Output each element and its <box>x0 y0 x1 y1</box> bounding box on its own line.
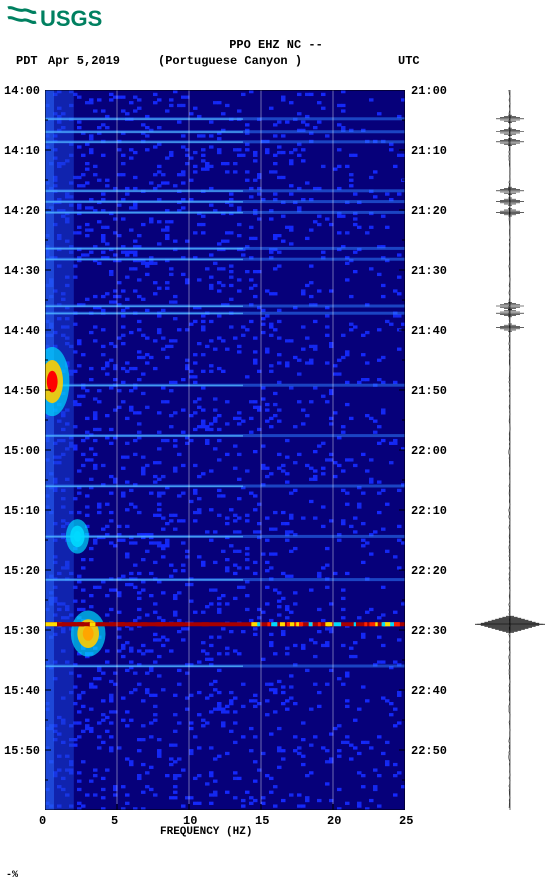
header-station: (Portuguese Canyon ) <box>158 54 302 68</box>
left-tick: 14:30 <box>4 264 41 278</box>
right-tick: 21:50 <box>411 384 447 398</box>
left-tick: 15:00 <box>4 444 41 458</box>
left-tick: 14:50 <box>4 384 41 398</box>
x-tick: 20 <box>327 814 341 828</box>
page-root: USGS PPO EHZ NC -- PDT Apr 5,2019 (Portu… <box>0 0 552 892</box>
left-tick: 14:00 <box>4 84 41 98</box>
spectrogram-plot <box>45 90 405 810</box>
right-tick: 22:20 <box>411 564 447 578</box>
left-tick: 15:10 <box>4 504 41 518</box>
right-tick: 22:50 <box>411 744 447 758</box>
tz-left: PDT <box>16 54 38 68</box>
x-tick: 15 <box>255 814 269 828</box>
header-line1: PPO EHZ NC -- <box>0 38 552 52</box>
x-tick: 25 <box>399 814 413 828</box>
right-tick: 21:40 <box>411 324 447 338</box>
x-tick: 0 <box>39 814 46 828</box>
x-axis-label: FREQUENCY (HZ) <box>160 826 252 838</box>
right-tick: 21:20 <box>411 204 447 218</box>
right-tick: 22:00 <box>411 444 447 458</box>
header-date: Apr 5,2019 <box>48 54 120 68</box>
right-tick: 21:10 <box>411 144 447 158</box>
right-tick: 21:00 <box>411 84 447 98</box>
right-tick: 21:30 <box>411 264 447 278</box>
right-tick: 22:30 <box>411 624 447 638</box>
left-tick: 15:30 <box>4 624 41 638</box>
left-tick: 15:20 <box>4 564 41 578</box>
left-tick: 14:40 <box>4 324 41 338</box>
usgs-logo: USGS <box>6 4 116 36</box>
tz-right: UTC <box>398 54 420 68</box>
right-tick: 22:40 <box>411 684 447 698</box>
footer-mark: -% <box>6 870 18 881</box>
left-tick: 15:50 <box>4 744 41 758</box>
x-tick: 5 <box>111 814 118 828</box>
left-tick: 15:40 <box>4 684 41 698</box>
usgs-logo-svg: USGS <box>6 4 116 32</box>
left-tick: 14:10 <box>4 144 41 158</box>
seismogram-trace <box>475 90 545 810</box>
right-tick: 22:10 <box>411 504 447 518</box>
left-tick: 14:20 <box>4 204 41 218</box>
usgs-logo-text: USGS <box>40 6 102 31</box>
